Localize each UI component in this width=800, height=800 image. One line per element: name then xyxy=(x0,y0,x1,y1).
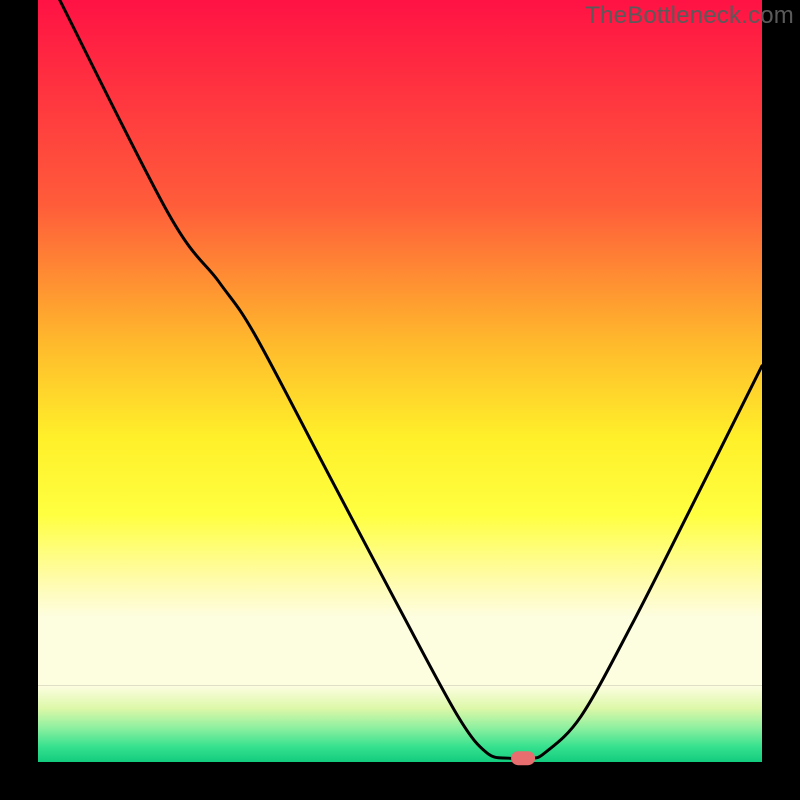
optimal-point-marker xyxy=(511,751,535,765)
chart-svg xyxy=(0,0,800,800)
watermark-text: TheBottleneck.com xyxy=(585,2,794,30)
plot-gradient-bottom-band xyxy=(38,686,762,762)
bottleneck-chart-container: TheBottleneck.com xyxy=(0,0,800,800)
